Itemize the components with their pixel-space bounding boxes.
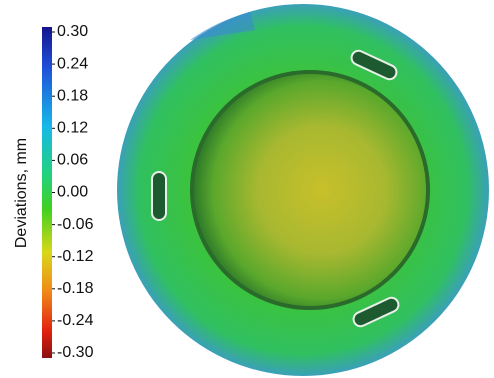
tick-label: 0.18 (57, 87, 88, 104)
part-image (117, 4, 489, 376)
deviation-map: Deviations, mm 0.30 0.24 0.18 0.12 0.06 0.00 -… (0, 0, 494, 378)
tick-label: -0.30 (57, 344, 94, 361)
tick-label: -0.12 (57, 248, 94, 265)
tick-label: 0.00 (57, 184, 88, 201)
colorbar-label: Deviations, mm (13, 138, 30, 248)
tick-label: -0.18 (57, 280, 94, 297)
tick-label: -0.06 (57, 216, 94, 233)
inner-dome (194, 74, 426, 306)
colorbar (42, 27, 52, 358)
tick-label: 0.06 (57, 152, 88, 169)
tick-label: -0.24 (57, 312, 94, 329)
slot (152, 172, 166, 220)
tick-label: 0.30 (57, 23, 88, 40)
tick-label: 0.12 (57, 120, 88, 137)
tick-label: 0.24 (57, 55, 88, 72)
